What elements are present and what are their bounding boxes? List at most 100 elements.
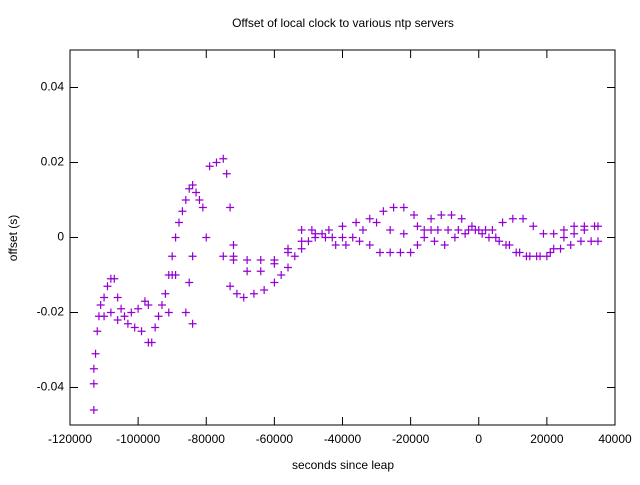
point [508,214,517,223]
point [181,196,190,204]
point [260,286,269,294]
point [113,293,122,302]
point [89,406,98,414]
point [399,203,408,212]
point [484,233,493,242]
point [195,196,204,204]
point [570,222,579,231]
point [93,327,102,336]
point [358,226,367,234]
point [559,226,568,234]
point [410,211,419,219]
point [297,226,306,234]
point [495,237,504,246]
x-tick-label: 40000 [598,432,632,446]
point [219,154,228,163]
point [284,263,292,272]
point [447,211,456,219]
point [226,203,235,212]
point [427,226,436,234]
point [481,226,490,234]
point [157,301,166,309]
point [284,244,292,253]
point [91,349,100,358]
point [140,297,149,306]
point [338,233,347,242]
point [430,237,439,246]
point [134,304,143,313]
point [181,308,190,317]
point [205,162,214,171]
point [324,226,333,234]
point [464,226,473,234]
point [171,233,180,242]
point [570,229,579,238]
point [297,244,306,253]
x-tick-label: 20000 [530,432,564,446]
point [270,256,279,264]
x-tick-label: -80000 [188,432,226,446]
point [307,226,316,234]
point [321,233,330,242]
point [549,244,558,253]
y-tick-label: 0.04 [41,80,65,94]
x-tick-label: -40000 [324,432,362,446]
point [100,312,109,321]
point [379,207,388,216]
x-tick-label: -120000 [48,432,92,446]
point [222,169,231,178]
point [202,233,211,242]
point [478,229,487,238]
point [355,237,364,246]
point [212,158,221,167]
y-tick-label: 0.02 [41,155,65,169]
point [185,184,194,193]
point [471,226,480,234]
point [399,229,408,238]
y-tick-label: -0.04 [37,380,65,394]
point [239,293,248,302]
point [232,289,241,298]
point [386,226,395,234]
point [297,237,306,246]
point [454,226,463,234]
point [440,241,449,249]
point [413,241,422,249]
point [502,241,510,249]
point [341,241,350,249]
point [372,218,381,227]
point [188,252,197,261]
point [171,271,180,279]
point [529,222,538,231]
x-tick-label: -60000 [256,432,294,446]
point [130,323,139,332]
point [338,222,347,231]
point [580,222,589,231]
x-tick-label: -20000 [392,432,430,446]
point [331,241,340,249]
x-tick-label: 0 [475,432,482,446]
point [178,207,187,216]
point [522,252,531,261]
point [229,252,238,261]
point [593,237,602,246]
point [413,222,422,231]
point [420,226,429,234]
chart-title: Offset of local clock to various ntp ser… [232,16,454,30]
point [100,293,109,302]
point [168,252,177,261]
point [420,233,429,242]
point [519,214,528,223]
y-tick-label: -0.02 [37,305,65,319]
point [304,237,313,246]
point [491,233,500,242]
point [365,214,374,223]
point [270,278,279,287]
x-axis-label: seconds since leap [292,458,394,472]
point [249,289,258,298]
point [188,319,197,328]
point [427,214,436,223]
point [352,218,361,227]
